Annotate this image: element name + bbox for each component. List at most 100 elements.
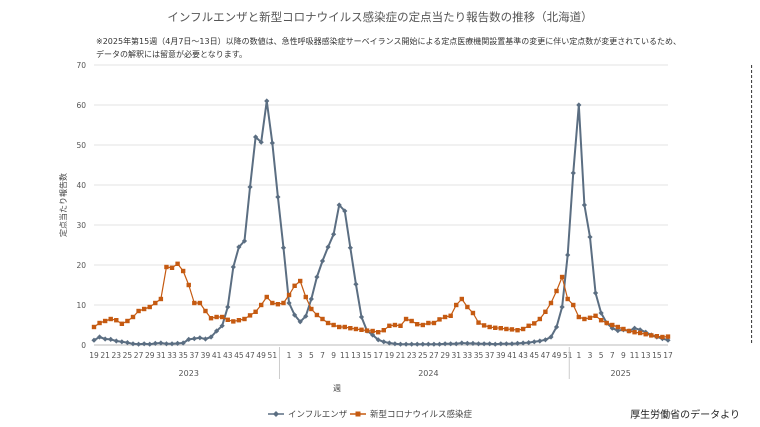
data-point	[576, 102, 582, 108]
data-point	[353, 281, 359, 287]
legend-marker	[273, 411, 279, 417]
source-credit: 厚生労働省のデータより	[630, 410, 740, 421]
data-point	[225, 304, 231, 310]
data-point	[186, 282, 191, 288]
data-point	[270, 300, 275, 306]
data-point	[492, 341, 498, 347]
data-point	[219, 323, 225, 329]
data-point	[197, 300, 203, 306]
data-point	[191, 336, 197, 342]
data-point	[370, 328, 375, 334]
x-tick-label: 23	[112, 351, 122, 360]
x-tick-label: 49	[552, 351, 562, 360]
data-point	[353, 326, 359, 332]
data-point	[314, 274, 320, 280]
legend-label: 新型コロナウイルス感染症	[370, 409, 473, 420]
note-line-2: データの解釈には留意が必要となります。	[96, 50, 247, 59]
series-line	[93, 100, 669, 346]
data-point	[192, 300, 197, 306]
data-point	[481, 323, 487, 328]
data-point	[459, 340, 465, 346]
data-point	[214, 314, 219, 320]
data-point	[359, 327, 364, 332]
data-point	[398, 323, 403, 328]
data-point	[654, 334, 660, 339]
data-point	[308, 296, 314, 302]
data-point	[426, 320, 431, 326]
data-point	[548, 300, 554, 306]
data-point	[442, 314, 448, 320]
data-point	[598, 318, 604, 323]
data-point	[515, 328, 520, 333]
data-point	[197, 335, 203, 341]
data-point	[91, 324, 97, 330]
data-point	[147, 304, 152, 310]
data-point	[487, 324, 492, 330]
data-point	[320, 316, 325, 322]
data-point	[453, 341, 459, 347]
data-point	[465, 304, 470, 310]
data-point	[281, 300, 286, 306]
data-point	[387, 323, 392, 328]
data-point	[119, 339, 125, 345]
data-point	[331, 322, 336, 328]
data-point	[609, 325, 615, 331]
data-point	[437, 317, 442, 322]
data-point	[665, 334, 671, 339]
data-point	[576, 314, 582, 320]
data-point	[582, 316, 587, 322]
x-tick-label: 51	[268, 351, 278, 360]
x-tick-label: 13	[641, 351, 651, 360]
x-tick-label: 51	[563, 351, 573, 360]
data-point	[169, 265, 175, 270]
data-point	[241, 238, 248, 244]
chart-title: インフルエンザと新型コロナウイルス感染症の定点当たり報告数の推移（北海道）	[167, 10, 593, 24]
data-point	[392, 322, 398, 328]
data-point	[392, 341, 398, 347]
data-point	[532, 321, 537, 326]
data-point	[431, 320, 437, 326]
series-line	[93, 263, 669, 338]
data-point	[336, 202, 342, 208]
data-point	[264, 294, 269, 300]
data-point	[309, 306, 314, 312]
data-point	[660, 334, 665, 340]
data-point	[175, 261, 180, 266]
data-point	[135, 341, 142, 347]
x-tick-label: 29	[440, 351, 450, 360]
data-point	[253, 134, 259, 140]
data-point	[514, 340, 521, 346]
data-point	[280, 245, 287, 251]
x-tick-label: 33	[463, 351, 473, 360]
data-point	[247, 184, 253, 190]
data-point	[531, 339, 537, 345]
x-tick-label: 39	[201, 351, 211, 360]
x-tick-label: 25	[123, 351, 133, 360]
y-tick-label: 70	[76, 61, 86, 70]
data-point	[186, 336, 192, 342]
y-axis: 0 10 20 30 40 50 60 70 定点当たり報告数	[58, 61, 86, 350]
data-point	[230, 264, 236, 270]
data-point	[649, 333, 654, 338]
data-point	[476, 320, 481, 325]
x-tick-label: 21	[396, 351, 406, 360]
data-point	[347, 245, 353, 251]
x-tick-label: 3	[298, 351, 303, 360]
data-point	[275, 194, 281, 200]
data-point	[431, 341, 437, 347]
data-point	[208, 316, 214, 321]
data-point	[503, 341, 509, 347]
data-point	[470, 310, 476, 316]
legend-item: インフルエンザ	[268, 410, 348, 420]
data-point	[303, 294, 308, 300]
x-tick-label: 31	[451, 351, 461, 360]
chart-legend: インフルエンザ 新型コロナウイルス感染症	[268, 409, 473, 420]
data-point	[464, 340, 470, 346]
data-point	[548, 334, 554, 340]
data-point	[459, 296, 465, 302]
data-point	[598, 310, 604, 316]
x-tick-label: 43	[223, 351, 233, 360]
data-point	[214, 328, 220, 334]
data-point	[587, 234, 593, 240]
